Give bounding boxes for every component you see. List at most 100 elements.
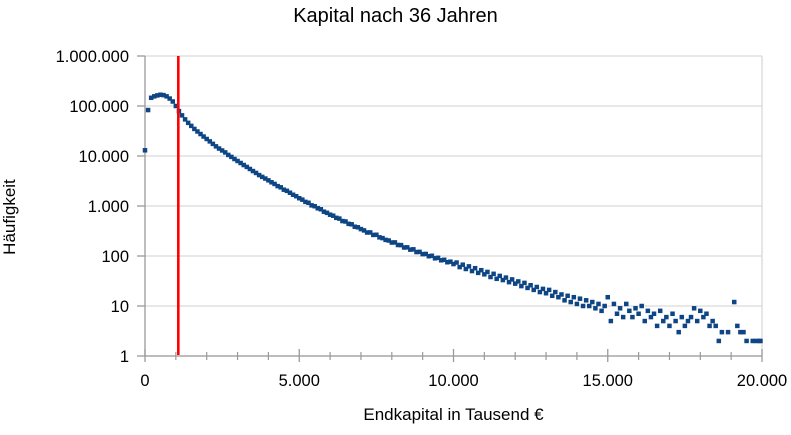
data-point bbox=[614, 311, 620, 316]
data-point bbox=[540, 286, 546, 292]
data-point bbox=[512, 281, 518, 286]
data-point bbox=[389, 240, 395, 245]
data-point bbox=[528, 283, 533, 288]
data-point bbox=[420, 251, 425, 257]
data-point bbox=[426, 253, 432, 259]
data-point bbox=[432, 256, 438, 261]
data-point bbox=[253, 170, 259, 176]
data-point bbox=[488, 274, 493, 280]
data-point bbox=[189, 123, 194, 129]
data-point bbox=[334, 215, 339, 221]
data-point bbox=[327, 212, 333, 217]
data-point bbox=[170, 99, 176, 104]
data-point bbox=[303, 199, 308, 205]
data-point bbox=[463, 266, 469, 272]
data-point bbox=[161, 92, 166, 98]
y-tick-label: 10 bbox=[111, 298, 129, 316]
data-point bbox=[306, 200, 311, 206]
data-point bbox=[500, 277, 506, 283]
data-point bbox=[531, 287, 536, 293]
data-point bbox=[738, 329, 743, 335]
data-point bbox=[263, 176, 268, 181]
data-point bbox=[503, 275, 509, 280]
data-point bbox=[192, 126, 197, 132]
data-point bbox=[553, 289, 558, 295]
x-tick-label: 10.000 bbox=[428, 372, 478, 390]
data-point bbox=[466, 264, 472, 269]
data-point bbox=[485, 269, 490, 275]
y-tick-label: 1.000.000 bbox=[56, 48, 129, 66]
data-point bbox=[713, 323, 718, 329]
data-point bbox=[682, 323, 688, 329]
data-point bbox=[664, 314, 669, 320]
data-point bbox=[179, 113, 185, 118]
data-point bbox=[207, 139, 213, 144]
data-point bbox=[182, 117, 188, 122]
x-tick-label: 5.000 bbox=[279, 372, 320, 390]
data-point bbox=[568, 299, 573, 305]
data-point bbox=[429, 253, 435, 259]
data-point bbox=[441, 257, 447, 263]
data-point bbox=[392, 240, 398, 245]
data-point bbox=[543, 290, 549, 296]
y-tick-label: 1.000 bbox=[88, 198, 129, 216]
data-point bbox=[318, 207, 324, 212]
data-point bbox=[451, 261, 456, 267]
data-point bbox=[608, 318, 614, 324]
data-point bbox=[269, 180, 274, 185]
data-point bbox=[284, 188, 290, 194]
data-point bbox=[688, 314, 694, 320]
data-point bbox=[309, 203, 314, 208]
data-point bbox=[352, 224, 358, 229]
data-point bbox=[596, 301, 601, 307]
data-point bbox=[701, 314, 706, 320]
data-point bbox=[562, 298, 567, 303]
data-point bbox=[195, 129, 200, 134]
data-point bbox=[417, 249, 422, 255]
data-point bbox=[155, 93, 160, 98]
data-point bbox=[593, 306, 598, 311]
data-point bbox=[346, 221, 351, 227]
data-point bbox=[395, 242, 401, 248]
data-point bbox=[364, 230, 370, 235]
data-point bbox=[275, 183, 280, 189]
data-point bbox=[602, 303, 607, 309]
data-point bbox=[247, 166, 253, 172]
data-point bbox=[509, 277, 515, 282]
data-point bbox=[337, 216, 342, 221]
data-point bbox=[241, 162, 246, 168]
data-point bbox=[685, 318, 691, 324]
data-point bbox=[586, 303, 592, 309]
threshold-line bbox=[177, 56, 180, 355]
data-point bbox=[374, 232, 379, 238]
data-point bbox=[460, 262, 466, 267]
data-point bbox=[158, 92, 163, 97]
data-point bbox=[574, 301, 580, 307]
data-point bbox=[744, 338, 749, 344]
data-point bbox=[367, 230, 373, 235]
data-point bbox=[210, 141, 216, 147]
data-point bbox=[164, 94, 169, 99]
data-point bbox=[232, 156, 237, 162]
data-point bbox=[438, 258, 444, 263]
data-point bbox=[556, 294, 561, 300]
data-point bbox=[148, 95, 154, 101]
data-point bbox=[448, 259, 453, 264]
data-point bbox=[516, 279, 521, 284]
data-point bbox=[704, 311, 709, 316]
data-point bbox=[219, 148, 225, 153]
x-tick-label: 0 bbox=[140, 372, 149, 390]
data-point bbox=[599, 308, 604, 314]
data-point bbox=[401, 245, 407, 250]
data-point bbox=[358, 226, 364, 232]
data-point bbox=[435, 255, 441, 261]
data-point bbox=[167, 96, 172, 101]
data-point bbox=[222, 150, 228, 155]
data-point bbox=[645, 308, 651, 314]
data-point bbox=[546, 287, 552, 293]
x-tick-label: 20.000 bbox=[737, 372, 787, 390]
data-point bbox=[315, 206, 321, 211]
data-point bbox=[673, 318, 678, 324]
data-point bbox=[293, 193, 299, 199]
data-point bbox=[259, 174, 265, 180]
